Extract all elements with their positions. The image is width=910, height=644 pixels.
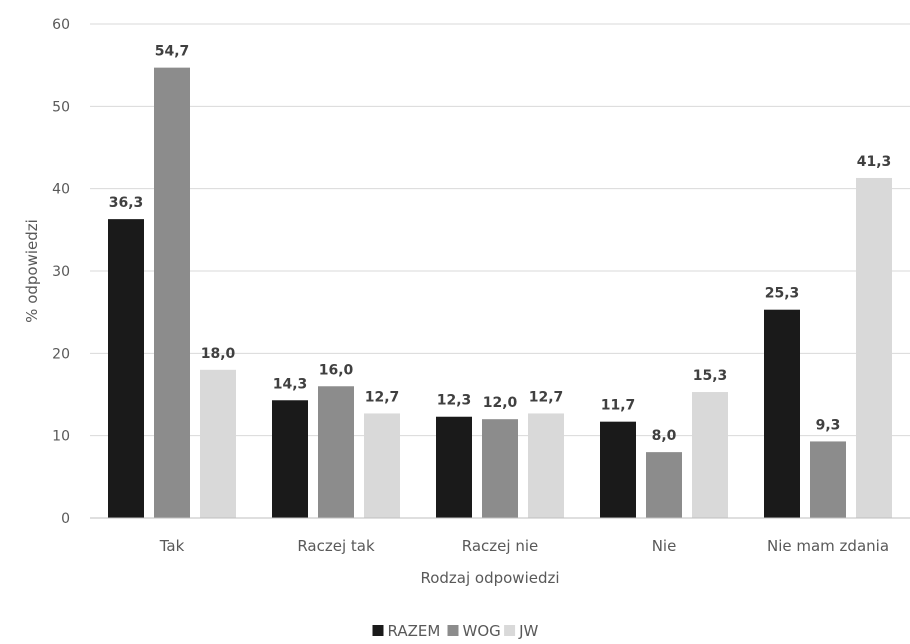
legend-swatch-razem	[372, 625, 384, 636]
bar-razem-1	[108, 219, 144, 518]
bar-wog-1	[154, 67, 190, 519]
legend-label: RAZEM	[388, 622, 441, 640]
bar-jw-2	[364, 413, 400, 518]
data-label: 25,3	[765, 286, 800, 302]
bar-jw-4	[692, 392, 728, 518]
legend-swatch-wog	[447, 625, 459, 636]
bars	[108, 67, 892, 519]
data-label: 18,0	[201, 346, 236, 362]
bar-wog-4	[646, 452, 682, 518]
data-label: 12,0	[483, 395, 518, 411]
legend-label: JW	[518, 622, 538, 640]
data-label: 12,7	[529, 389, 564, 405]
bar-razem-4	[600, 421, 636, 518]
y-tick-label: 40	[52, 182, 70, 198]
x-tick-label: Tak	[159, 537, 185, 555]
data-label: 16,0	[319, 362, 354, 378]
bar-jw-5	[856, 177, 892, 519]
bar-razem-5	[764, 309, 800, 518]
data-label: 12,3	[437, 393, 472, 409]
data-label: 15,3	[693, 368, 728, 384]
bar-jw-1	[200, 369, 236, 518]
x-axis-title: Rodzaj odpowiedzi	[420, 569, 559, 587]
bar-wog-3	[482, 419, 518, 518]
y-tick-label: 60	[52, 17, 70, 33]
legend: RAZEM WOG JW	[372, 622, 539, 640]
data-label: 54,7	[155, 44, 190, 60]
bar-wog-5	[810, 441, 846, 518]
data-label: 14,3	[273, 376, 308, 392]
data-labels: 36,3 54,7 18,0 14,3 16,0 12,7 12,3 12,0 12,7 11,7…	[109, 44, 892, 444]
x-tick-label: Nie	[652, 537, 677, 555]
x-tick-label: Nie mam zdania	[767, 537, 889, 555]
data-label: 36,3	[109, 195, 144, 211]
data-label: 12,7	[365, 389, 400, 405]
y-tick-label: 0	[61, 511, 70, 527]
bar-jw-3	[528, 413, 564, 518]
bar-razem-2	[272, 400, 308, 518]
data-label: 11,7	[601, 398, 636, 414]
data-label: 41,3	[857, 154, 892, 170]
data-label: 8,0	[652, 428, 677, 444]
y-axis-title: % odpowiedzi	[23, 219, 41, 323]
y-axis-ticks: 0 10 20 30 40 50 60	[52, 17, 70, 527]
y-tick-label: 20	[52, 346, 70, 362]
data-label: 9,3	[816, 417, 841, 433]
legend-swatch-jw	[504, 625, 516, 636]
bar-razem-3	[436, 416, 472, 518]
x-axis-ticks: Tak Raczej tak Raczej nie Nie Nie mam zdania	[159, 537, 889, 555]
bar-wog-2	[318, 386, 354, 518]
y-tick-label: 50	[52, 99, 70, 115]
legend-label: WOG	[463, 622, 501, 640]
y-tick-label: 10	[52, 429, 70, 445]
y-tick-label: 30	[52, 264, 70, 280]
x-tick-label: Raczej nie	[462, 537, 538, 555]
x-tick-label: Raczej tak	[297, 537, 375, 555]
